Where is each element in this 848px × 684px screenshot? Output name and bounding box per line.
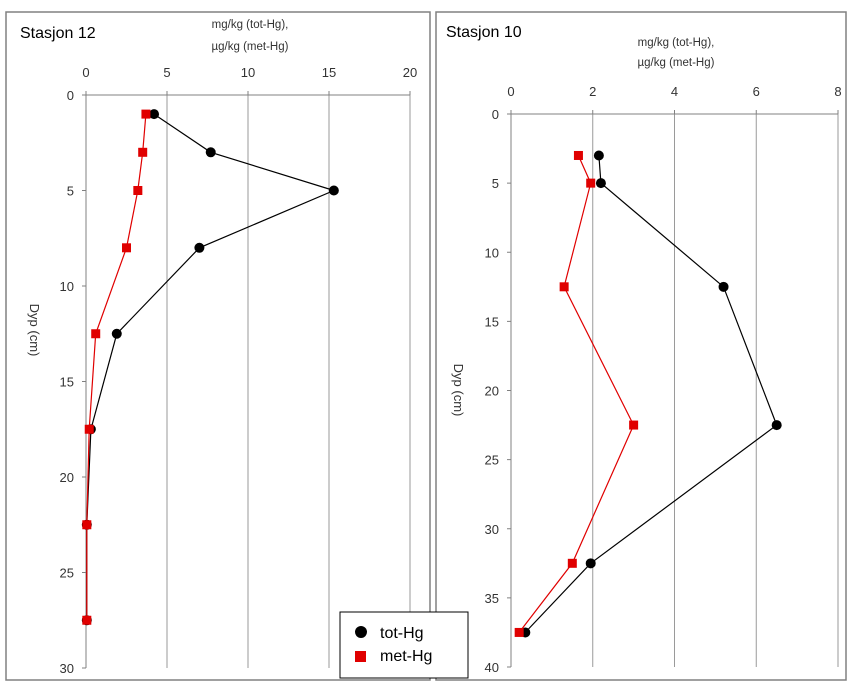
data-point-met-hg — [122, 243, 131, 253]
x-axis-label-line-1: mg/kg (tot-Hg), — [212, 19, 289, 31]
legend-label: met-Hg — [380, 648, 432, 665]
panel-frame — [435, 11, 847, 681]
data-point-tot-hg — [111, 328, 122, 339]
data-point-met-hg — [82, 615, 92, 625]
y-tick-label: 15 — [60, 375, 74, 390]
data-point-met-hg — [133, 186, 143, 195]
data-point-tot-hg — [205, 147, 216, 158]
data-point-tot-hg — [585, 558, 596, 569]
x-tick-label: 0 — [82, 65, 89, 80]
x-tick-label: 8 — [834, 84, 841, 99]
y-tick-label: 25 — [485, 453, 499, 468]
y-tick-label: 20 — [485, 384, 499, 399]
x-axis-label-line-2: µg/kg (met-Hg) — [212, 41, 289, 53]
y-tick-label: 10 — [485, 245, 499, 260]
data-point-met-hg — [514, 627, 524, 637]
chart-title: Stasjon 12 — [20, 25, 96, 42]
y-tick-label: 0 — [67, 88, 74, 103]
chart-panel-stasjon-12: Stasjon 12 mg/kg (tot-Hg), µg/kg (met-Hg… — [5, 11, 431, 681]
x-tick-label: 0 — [507, 84, 514, 99]
data-point-tot-hg — [149, 109, 160, 120]
x-tick-label: 10 — [241, 65, 255, 80]
plot-area: 0 2 4 6 8 0 5 10 15 20 25 30 35 40 — [485, 84, 842, 675]
data-point-tot-hg — [328, 185, 339, 196]
y-tick-label: 30 — [485, 522, 499, 537]
x-tick-label: 5 — [163, 65, 170, 80]
data-point-met-hg — [141, 109, 151, 119]
plot-area: 0 5 10 15 20 0 5 10 15 20 25 30 — [60, 65, 418, 676]
x-tick-label: 2 — [589, 84, 596, 99]
data-point-met-hg — [82, 520, 92, 530]
y-tick-label: 15 — [485, 314, 499, 329]
data-point-met-hg — [138, 147, 148, 157]
data-point-met-hg — [567, 558, 577, 568]
data-point-tot-hg — [595, 178, 606, 189]
y-tick-label: 5 — [492, 176, 499, 191]
series-line-met-hg — [86, 114, 147, 621]
data-point-met-hg — [629, 420, 639, 430]
x-axis-label-line-2: µg/kg (met-Hg) — [638, 57, 715, 69]
data-point-met-hg — [84, 424, 94, 434]
legend-box — [339, 611, 469, 679]
series-line-met-hg — [518, 155, 635, 633]
y-tick-label: 25 — [60, 566, 74, 581]
y-tick-label: 40 — [485, 660, 499, 675]
legend-item-tot-hg: tot-Hg — [355, 625, 424, 642]
panel-frame — [5, 11, 431, 681]
y-tick-label: 10 — [60, 279, 74, 294]
data-point-tot-hg — [593, 150, 604, 161]
legend-item-met-hg: met-Hg — [355, 648, 432, 665]
data-point-met-hg — [91, 329, 101, 339]
y-axis-label: Dyp (cm) — [451, 364, 466, 417]
data-point-met-hg — [559, 282, 569, 292]
y-tick-label: 0 — [492, 107, 499, 122]
y-axis-label: Dyp (cm) — [27, 304, 42, 357]
legend-marker-circle — [355, 626, 367, 638]
legend-marker-square — [355, 651, 366, 662]
data-point-tot-hg — [771, 420, 782, 431]
data-point-met-hg — [586, 178, 596, 188]
chart-panel-stasjon-10: Stasjon 10 mg/kg (tot-Hg), µg/kg (met-Hg… — [435, 11, 847, 681]
y-tick-label: 35 — [485, 591, 499, 606]
x-tick-label: 6 — [753, 84, 760, 99]
data-point-met-hg — [573, 150, 583, 160]
legend-label: tot-Hg — [380, 625, 424, 642]
y-tick-label: 30 — [60, 661, 74, 676]
x-axis-label-line-1: mg/kg (tot-Hg), — [638, 37, 715, 49]
chart-title: Stasjon 10 — [446, 24, 522, 41]
x-tick-label: 15 — [322, 65, 336, 80]
legend: tot-Hg met-Hg — [339, 611, 469, 679]
y-tick-label: 20 — [60, 470, 74, 485]
data-point-tot-hg — [718, 281, 729, 292]
x-tick-label: 4 — [671, 84, 678, 99]
y-tick-label: 5 — [67, 184, 74, 199]
data-point-tot-hg — [194, 242, 205, 253]
x-tick-label: 20 — [403, 65, 417, 80]
